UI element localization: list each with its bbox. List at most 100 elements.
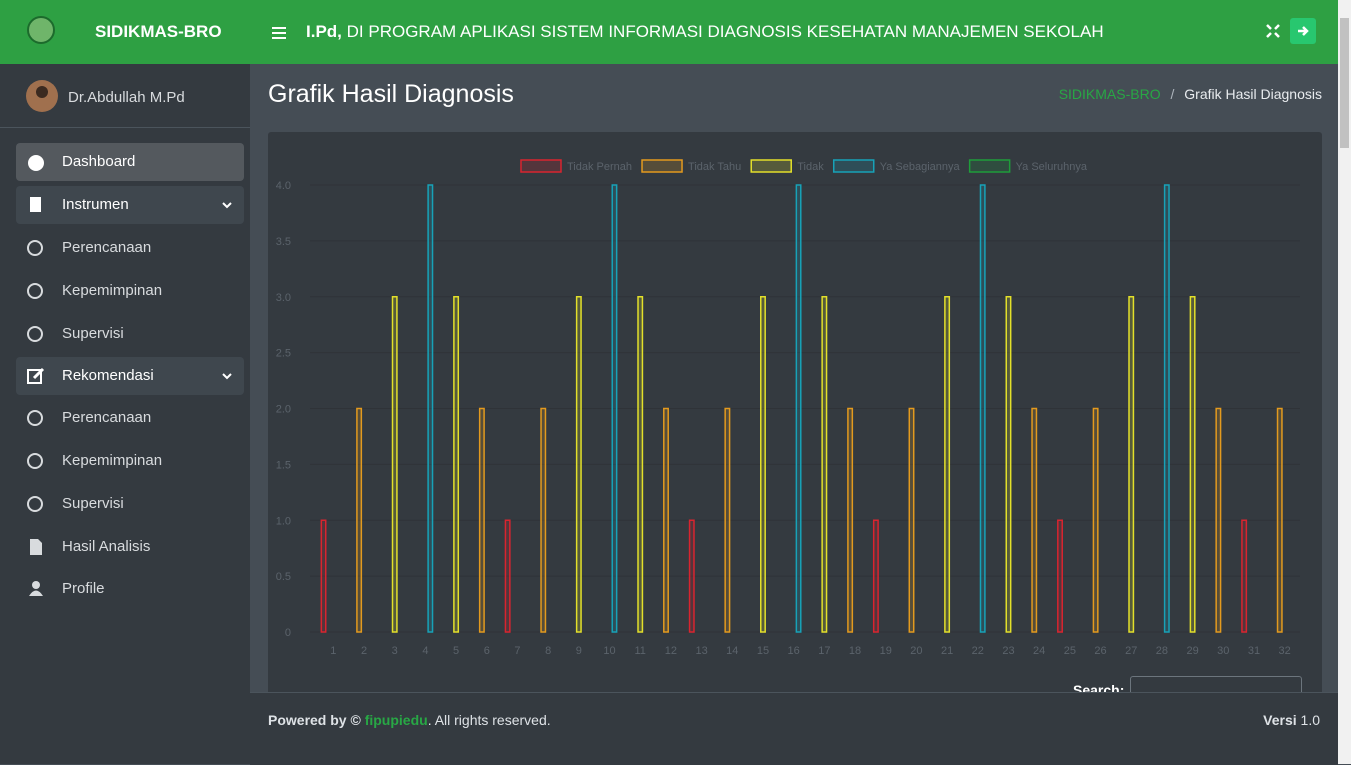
bar xyxy=(541,409,545,633)
fullscreen[interactable] xyxy=(1266,24,1280,38)
bar xyxy=(1216,409,1220,633)
bar xyxy=(690,520,694,632)
version-number: 1.0 xyxy=(1301,712,1320,728)
scrollbar[interactable] xyxy=(1338,0,1351,764)
x-tick-label: 16 xyxy=(788,645,800,657)
x-tick-label: 31 xyxy=(1248,645,1260,657)
menu-item[interactable]: Rekomendasi xyxy=(16,357,244,395)
page-title: Grafik Hasil Diagnosis xyxy=(268,80,514,109)
icon xyxy=(26,152,46,172)
x-tick-label: 10 xyxy=(603,645,615,657)
legend-swatch xyxy=(521,160,561,172)
menu-label: Profile xyxy=(62,580,105,597)
bar xyxy=(1093,409,1097,633)
bar xyxy=(1032,409,1036,633)
powered: Powered by © xyxy=(268,712,361,728)
menu-label: Perencanaan xyxy=(62,409,151,426)
legend-swatch xyxy=(751,160,791,172)
x-tick-label: 14 xyxy=(726,645,738,657)
bar xyxy=(664,409,668,633)
footer-link[interactable]: fipupiedu xyxy=(365,712,428,728)
brand[interactable]: SIDIKMAS-BRO xyxy=(0,0,250,64)
y-tick-label: 1.5 xyxy=(276,459,291,471)
scroll-thumb[interactable] xyxy=(1340,18,1349,148)
menu-item[interactable]: Profile xyxy=(16,570,244,608)
menu-label: Kepemimpinan xyxy=(62,282,162,299)
bar xyxy=(1242,520,1246,632)
bar xyxy=(1058,520,1062,632)
y-tick-label: 0 xyxy=(285,627,291,639)
bar xyxy=(428,185,432,632)
logout[interactable] xyxy=(1290,18,1316,44)
x-tick-label: 8 xyxy=(545,645,551,657)
legend-label: Tidak Tahu xyxy=(688,161,741,173)
menu-item[interactable]: Supervisi xyxy=(16,315,244,353)
marquee-bold: I.Pd, xyxy=(306,22,342,41)
icon xyxy=(26,324,46,344)
menu-item[interactable]: Perencanaan xyxy=(16,229,244,267)
y-tick-label: 4.0 xyxy=(276,180,291,192)
breadcrumb-link[interactable]: SIDIKMAS-BRO xyxy=(1059,86,1161,102)
breadcrumb-sep: / xyxy=(1171,86,1175,102)
icon xyxy=(26,195,46,215)
bar xyxy=(822,297,826,632)
x-tick-label: 1 xyxy=(330,645,336,657)
y-tick-label: 2.5 xyxy=(276,348,291,360)
x-tick-label: 18 xyxy=(849,645,861,657)
menu-item[interactable]: Dashboard xyxy=(16,143,244,181)
sidebar: SIDIKMAS-BRO Dr.Abdullah M.Pd Dashboard … xyxy=(0,0,250,764)
marquee-text: DI PROGRAM APLIKASI SISTEM INFORMASI DIA… xyxy=(347,22,1104,41)
bar xyxy=(357,409,361,633)
y-tick-label: 1.0 xyxy=(276,515,291,527)
user-panel[interactable]: Dr.Abdullah M.Pd xyxy=(0,64,250,128)
x-tick-label: 7 xyxy=(514,645,520,657)
icon xyxy=(26,494,46,514)
breadcrumb-current: Grafik Hasil Diagnosis xyxy=(1184,86,1322,102)
y-tick-label: 3.0 xyxy=(276,292,291,304)
legend-label: Tidak Pernah xyxy=(567,161,632,173)
x-tick-label: 19 xyxy=(880,645,892,657)
menu-item[interactable]: Instrumen xyxy=(16,186,244,224)
menu-item[interactable]: Kepemimpinan xyxy=(16,272,244,310)
bar xyxy=(321,520,325,632)
marquee: I.Pd, DI PROGRAM APLIKASI SISTEM INFORMA… xyxy=(306,22,1104,42)
menu-label: Hasil Analisis xyxy=(62,538,150,555)
menu-item[interactable]: Kepemimpinan xyxy=(16,442,244,480)
menu-toggle[interactable] xyxy=(272,27,286,39)
x-tick-label: 11 xyxy=(635,645,646,657)
bar xyxy=(1278,409,1282,633)
menu-label: Dashboard xyxy=(62,153,135,170)
x-tick-label: 13 xyxy=(695,645,707,657)
menu-label: Kepemimpinan xyxy=(62,452,162,469)
x-tick-label: 30 xyxy=(1217,645,1229,657)
x-tick-label: 17 xyxy=(818,645,830,657)
bar xyxy=(577,297,581,632)
menu-item[interactable]: Hasil Analisis xyxy=(16,528,244,566)
icon xyxy=(26,408,46,428)
page: SIDIKMAS-BRO Dr.Abdullah M.Pd Dashboard … xyxy=(0,0,1351,764)
bar xyxy=(945,297,949,632)
x-tick-label: 5 xyxy=(453,645,459,657)
x-tick-label: 6 xyxy=(484,645,490,657)
x-tick-label: 4 xyxy=(422,645,428,657)
bar xyxy=(848,409,852,633)
bar xyxy=(1129,297,1133,632)
bar xyxy=(980,185,984,632)
icon xyxy=(26,281,46,301)
breadcrumb: SIDIKMAS-BRO / Grafik Hasil Diagnosis xyxy=(1059,86,1322,102)
menu-item[interactable]: Perencanaan xyxy=(16,399,244,437)
x-tick-label: 12 xyxy=(665,645,677,657)
x-tick-label: 27 xyxy=(1125,645,1137,657)
bar xyxy=(393,297,397,632)
menu-item[interactable]: Supervisi xyxy=(16,485,244,523)
legend-label: Tidak xyxy=(797,161,824,173)
bar xyxy=(480,409,484,633)
footer-text: Powered by © fipupiedu. All rights reser… xyxy=(268,712,551,728)
menu-label: Rekomendasi xyxy=(62,367,154,384)
footer: Powered by © fipupiedu. All rights reser… xyxy=(250,692,1338,765)
x-tick-label: 23 xyxy=(1002,645,1014,657)
bar xyxy=(612,185,616,632)
bar xyxy=(796,185,800,632)
topbar: I.Pd, DI PROGRAM APLIKASI SISTEM INFORMA… xyxy=(250,0,1338,64)
